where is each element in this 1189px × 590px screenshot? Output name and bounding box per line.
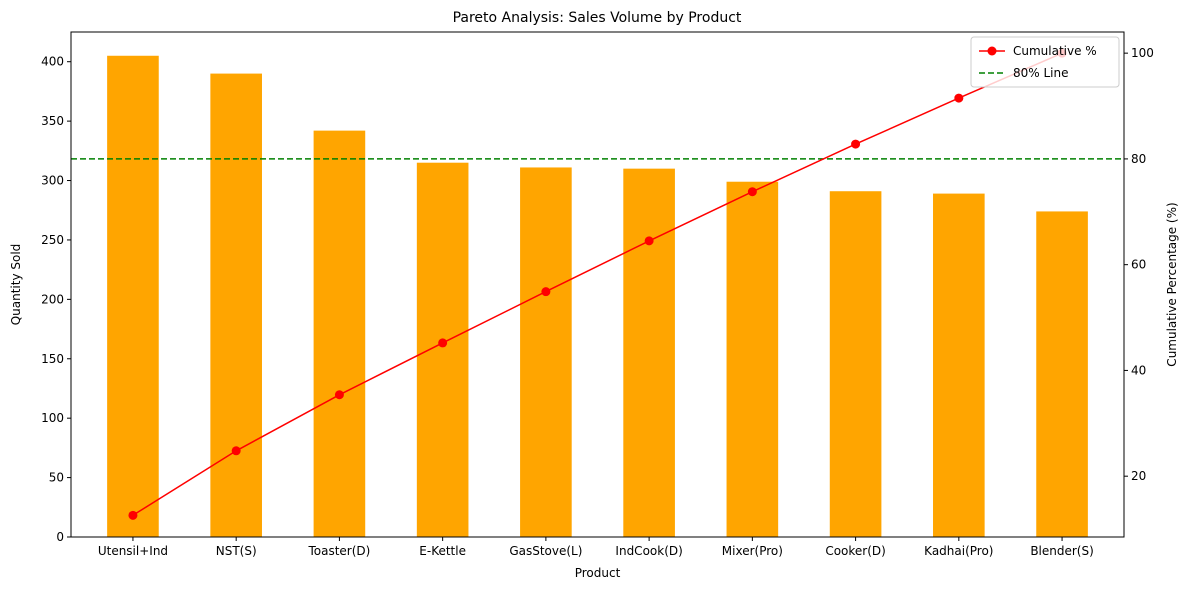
left-tick-label-0: 0	[56, 530, 64, 544]
x-axis-label: Product	[575, 566, 621, 580]
right-tick-label-2: 60	[1131, 258, 1146, 272]
bar-7	[829, 191, 882, 538]
cumulative-point-2	[334, 390, 344, 400]
cumulative-point-7	[851, 139, 861, 149]
chart-title: Pareto Analysis: Sales Volume by Product	[453, 10, 742, 26]
cumulative-point-0	[128, 510, 138, 520]
right-tick-label-3: 80	[1131, 152, 1146, 166]
legend-box	[970, 36, 1120, 88]
right-y-axis: 20 40 60 80 100	[1124, 46, 1154, 483]
cumulative-point-5	[644, 236, 654, 246]
legend: Cumulative % 80% Line	[970, 36, 1120, 88]
bar-3	[416, 162, 469, 538]
bar-6	[726, 181, 779, 537]
x-tick-label-7: Cooker(D)	[825, 544, 886, 558]
x-tick-label-0: Utensil+Ind	[98, 544, 168, 558]
cumulative-point-1	[231, 446, 241, 456]
left-tick-label-1: 50	[49, 471, 64, 485]
bar-4	[520, 167, 572, 538]
right-tick-label-4: 100	[1131, 46, 1154, 60]
left-tick-label-7: 350	[41, 114, 64, 128]
y2-axis-label: Cumulative Percentage (%)	[1165, 202, 1179, 366]
legend-marker-cumulative	[987, 46, 997, 56]
x-tick-label-9: Blender(S)	[1030, 544, 1093, 558]
x-tick-label-2: Toaster(D)	[307, 544, 370, 558]
cumulative-line-group	[128, 48, 1067, 520]
left-tick-label-2: 100	[41, 411, 64, 425]
y-axis-label: Quantity Sold	[9, 244, 23, 326]
left-tick-label-8: 400	[41, 55, 64, 69]
left-tick-label-3: 150	[41, 352, 64, 366]
bar-0	[107, 55, 159, 537]
legend-label-cumulative: Cumulative %	[1013, 44, 1097, 58]
x-tick-label-3: E-Kettle	[419, 544, 466, 558]
x-tick-label-8: Kadhai(Pro)	[924, 544, 993, 558]
bar-9	[1036, 211, 1088, 537]
x-axis: Utensil+Ind NST(S) Toaster(D) E-Kettle GasSt…	[98, 537, 1094, 558]
plot-frame	[70, 31, 1125, 538]
bar-2	[313, 130, 366, 537]
right-tick-label-1: 40	[1131, 363, 1146, 377]
cumulative-point-4	[541, 287, 551, 297]
right-tick-label-0: 20	[1131, 469, 1146, 483]
left-tick-label-6: 300	[41, 174, 64, 188]
bars-group	[107, 55, 1088, 538]
cumulative-point-3	[438, 338, 448, 348]
x-tick-label-6: Mixer(Pro)	[722, 544, 783, 558]
cumulative-point-6	[747, 187, 757, 197]
cumulative-point-8	[954, 93, 964, 103]
left-y-axis: 0 50 100 150 200 250 300 350 400	[41, 55, 71, 544]
left-tick-label-5: 250	[41, 233, 64, 247]
legend-label-80-line: 80% Line	[1013, 66, 1069, 80]
bar-1	[210, 73, 262, 538]
cumulative-line	[132, 52, 1063, 516]
x-tick-label-1: NST(S)	[216, 544, 257, 558]
x-tick-label-5: IndCook(D)	[615, 544, 682, 558]
bar-8	[933, 193, 985, 537]
x-tick-label-4: GasStove(L)	[509, 544, 582, 558]
bar-5	[623, 168, 675, 537]
left-tick-label-4: 200	[41, 292, 64, 306]
